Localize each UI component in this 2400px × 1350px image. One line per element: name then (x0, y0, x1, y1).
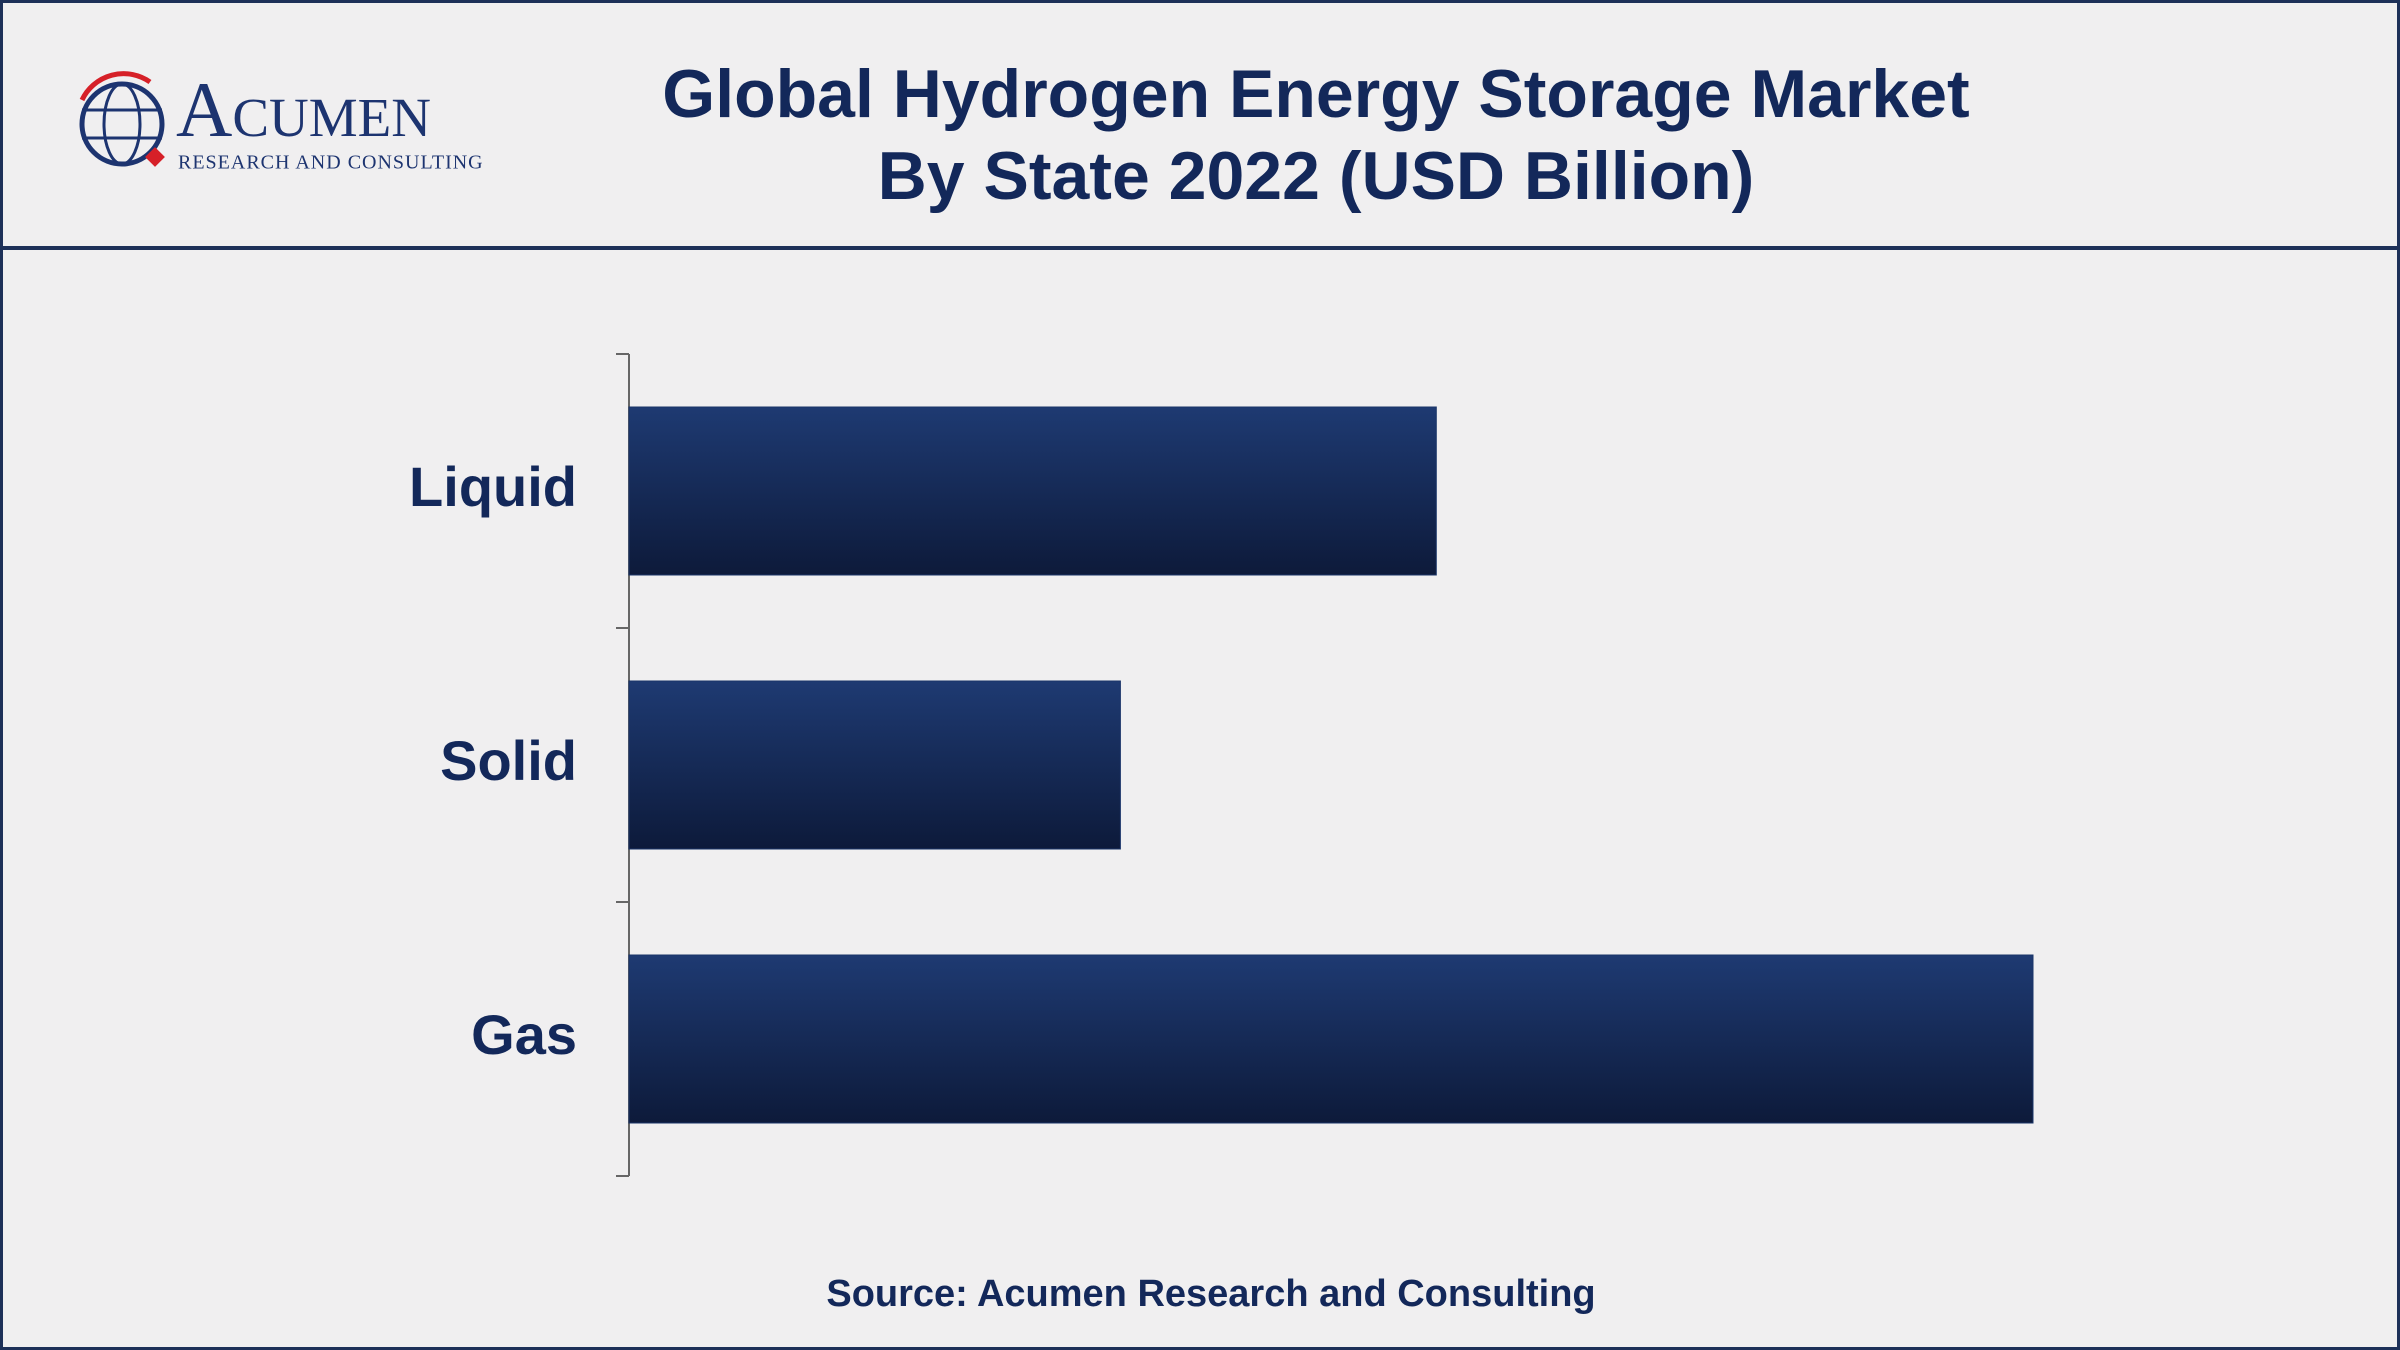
logo-diamond (145, 147, 165, 167)
bar (628, 680, 1121, 850)
category-label: Liquid (409, 455, 577, 518)
chart-title: By State 2022 (USD Billion) (878, 138, 1755, 214)
logo: Acumen RESEARCH AND CONSULTING (79, 66, 484, 174)
bar (628, 406, 1437, 576)
logo-tagline: RESEARCH AND CONSULTING (178, 152, 484, 174)
chart-title: Global Hydrogen Energy Storage Market (662, 56, 1969, 132)
logo-arc (79, 71, 152, 102)
category-label: Gas (471, 1003, 577, 1066)
logo-name: Acumen (176, 66, 431, 153)
category-label: Solid (440, 729, 577, 792)
source-note: Source: Acumen Research and Consulting (826, 1273, 1595, 1315)
bar (628, 954, 2034, 1124)
logo-globe-meridian (102, 82, 142, 166)
